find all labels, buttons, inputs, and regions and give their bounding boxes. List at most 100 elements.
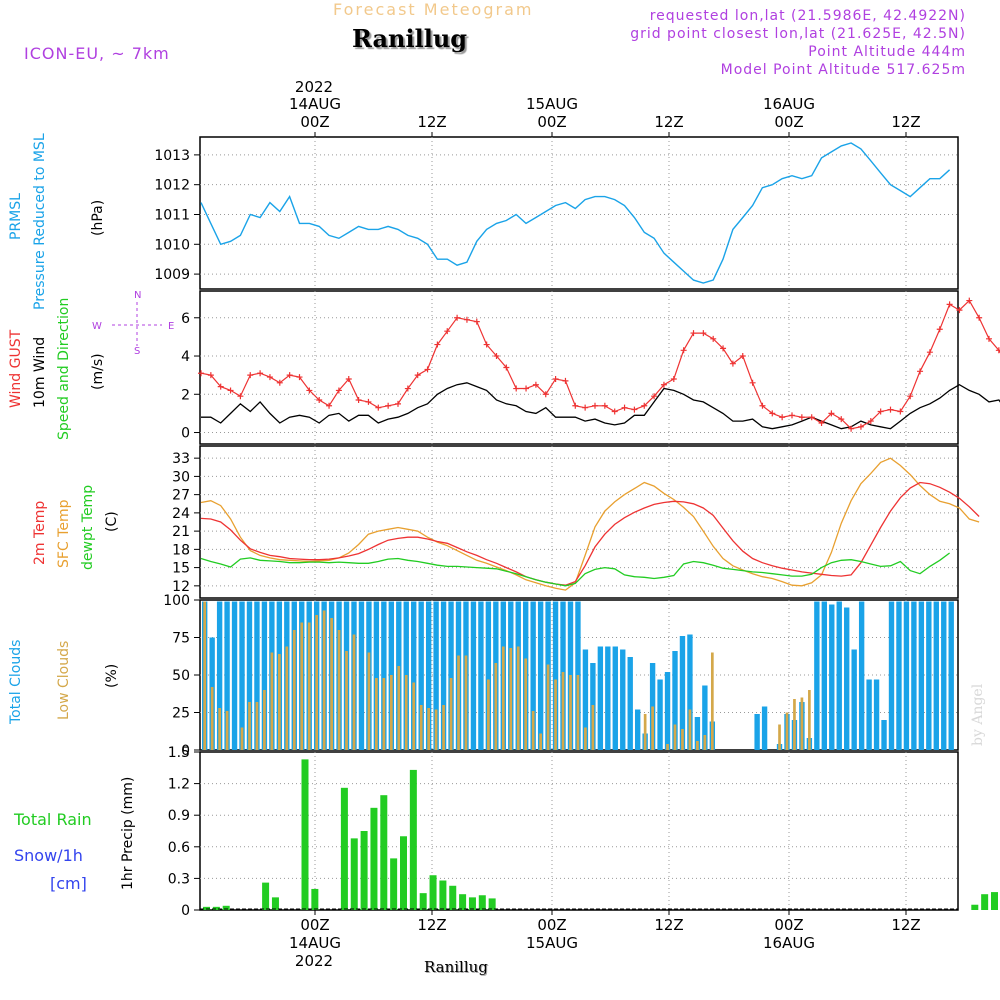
low-cloud-bar xyxy=(785,712,789,750)
year-label-bottom: 2022 xyxy=(294,952,334,970)
y-tick-label: 0.9 xyxy=(168,808,190,824)
gust-marker xyxy=(631,406,638,413)
low-cloud-bar xyxy=(487,679,490,750)
gust-marker xyxy=(503,364,510,371)
total-cloud-bar xyxy=(433,601,439,750)
low-cloud-bar xyxy=(263,690,266,750)
low-cloud-bar xyxy=(412,682,416,750)
gust-marker xyxy=(434,341,441,348)
low-cloud-bar xyxy=(382,678,386,750)
y-tick-label: 1.2 xyxy=(168,777,190,793)
total-cloud-bar xyxy=(605,646,611,750)
low-cloud-bar xyxy=(643,714,647,750)
gust-marker xyxy=(611,408,618,415)
low-cloud-bar xyxy=(248,702,251,750)
total-cloud-bar xyxy=(814,601,820,750)
gust-marker xyxy=(660,381,667,388)
low-cloud-bar xyxy=(389,675,393,750)
total-cloud-bar xyxy=(425,601,432,750)
gust-marker xyxy=(739,353,746,360)
compass-s: S xyxy=(134,346,140,357)
total-cloud-bar xyxy=(844,607,850,750)
gust-marker xyxy=(365,398,372,405)
total-cloud-bar xyxy=(627,657,633,750)
gust-marker xyxy=(769,410,776,417)
rain-bar xyxy=(350,838,358,910)
top-time-label: 12Z xyxy=(392,95,472,131)
total-cloud-bar xyxy=(881,720,887,750)
total-cloud-bar xyxy=(478,601,484,750)
total-cloud-bar xyxy=(231,601,238,750)
rain-bar xyxy=(991,892,998,910)
rain-bar xyxy=(449,885,457,910)
gust-marker xyxy=(700,330,707,337)
gust-marker xyxy=(198,370,204,377)
compass-n: N xyxy=(134,290,141,301)
gust-marker xyxy=(424,366,431,373)
total-cloud-bar xyxy=(530,601,536,750)
total-cloud-bar xyxy=(254,601,260,750)
rain-bar xyxy=(971,904,979,910)
y-tick-label: 0 xyxy=(181,426,190,442)
low-cloud-bar xyxy=(240,727,244,750)
gust-marker xyxy=(749,379,756,386)
y-tick-label: 12 xyxy=(172,579,190,595)
bottom-time-label-line2: 16AUG xyxy=(763,934,815,952)
total-cloud-bar xyxy=(694,717,701,750)
total-cloud-bar xyxy=(866,679,872,750)
top-time-label-line2: 12Z xyxy=(654,113,684,131)
bottom-time-label-line2: 15AUG xyxy=(526,934,578,952)
gust-marker xyxy=(266,374,273,381)
total-cloud-bar xyxy=(851,649,857,750)
gust-marker xyxy=(276,379,283,386)
bottom-time-label-line1: 12Z xyxy=(891,916,921,934)
gust-marker xyxy=(473,318,480,325)
low-cloud-bar xyxy=(808,690,811,750)
y-tick-label: 0 xyxy=(181,743,190,759)
top-time-label-line2: 12Z xyxy=(891,113,921,131)
total-cloud-bar xyxy=(896,601,902,750)
rain-bar xyxy=(380,795,388,910)
snow-label: Snow/1h xyxy=(14,846,83,865)
y-tick-label: 6 xyxy=(181,311,190,327)
bottom-time-label: 00Z 16AUG xyxy=(749,916,829,952)
low-cloud-bar xyxy=(539,733,542,750)
gust-marker xyxy=(444,328,451,335)
low-cloud-bar xyxy=(345,651,348,750)
total-cloud-bar xyxy=(687,634,693,750)
rain-bar xyxy=(488,898,496,910)
grid-point-coords: grid point closest lon,lat (21.625E, 42.… xyxy=(630,26,966,42)
panel-frame xyxy=(199,136,959,290)
rain-bar xyxy=(222,905,230,910)
gust-marker xyxy=(729,360,736,367)
compass-w: W xyxy=(92,321,102,332)
total-cloud-bar xyxy=(672,651,678,750)
low-cloud-bar xyxy=(210,687,214,750)
model-name: ICON-EU, ~ 7km xyxy=(24,44,170,63)
total-cloud-bar xyxy=(821,601,827,750)
gust-marker xyxy=(326,402,333,409)
gust-marker xyxy=(493,353,500,360)
low-cloud-bar xyxy=(337,630,341,750)
gust-marker xyxy=(404,385,411,392)
gust-marker xyxy=(867,418,874,425)
total-cloud-bar xyxy=(224,601,230,750)
gust-marker xyxy=(720,345,727,352)
rain-bar xyxy=(311,888,319,910)
total-cloud-bar xyxy=(470,601,477,750)
rain-bar xyxy=(468,897,476,910)
low-cloud-bar xyxy=(703,735,707,750)
low-cloud-bar xyxy=(651,706,654,750)
bottom-time-label: 12Z xyxy=(392,916,472,952)
low-cloud-bar xyxy=(397,666,401,750)
gust-marker xyxy=(680,347,687,354)
gust-marker xyxy=(296,374,303,381)
gust-marker xyxy=(532,381,539,388)
low-cloud-bar xyxy=(322,610,326,750)
rain-bar xyxy=(262,882,270,910)
total-cloud-bar xyxy=(634,709,641,750)
gust-marker xyxy=(789,412,795,419)
bottom-time-label-line1: 12Z xyxy=(417,916,447,934)
top-time-label-line2: 00Z xyxy=(774,113,804,131)
gust-marker xyxy=(286,372,293,379)
